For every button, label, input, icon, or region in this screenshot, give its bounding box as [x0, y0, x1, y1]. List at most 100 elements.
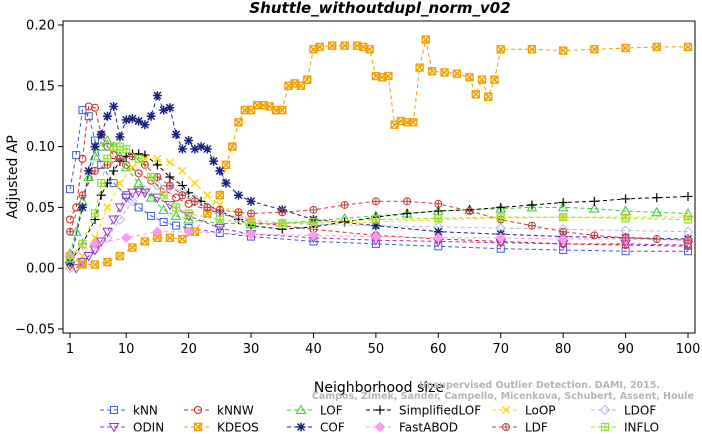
data-point [327, 41, 337, 50]
data-point [102, 135, 113, 145]
data-point [139, 188, 151, 199]
data-point [590, 231, 598, 239]
data-point [177, 181, 187, 191]
data-point [91, 167, 99, 175]
data-point [434, 200, 442, 208]
data-point [108, 423, 120, 433]
data-point [495, 232, 506, 244]
data-point [165, 172, 175, 182]
data-point [247, 209, 256, 218]
data-point [409, 118, 418, 127]
data-point [216, 206, 224, 214]
data-point [134, 116, 144, 126]
data-point [214, 224, 226, 234]
data-point [434, 199, 443, 208]
data-point [178, 234, 187, 244]
data-point [171, 129, 181, 139]
data-point [375, 405, 385, 415]
data-point [370, 231, 382, 242]
data-point [590, 45, 599, 54]
data-point [191, 197, 199, 205]
data-point [159, 105, 169, 115]
data-point [196, 142, 206, 152]
data-point [152, 226, 163, 237]
data-point [96, 190, 106, 200]
x-tick-label: 80 [555, 342, 572, 357]
data-point [621, 233, 630, 242]
x-tick-label: 10 [118, 342, 135, 357]
legend-label: FastABOD [399, 421, 458, 434]
data-point [170, 210, 182, 220]
data-point [178, 191, 186, 199]
data-point [115, 179, 124, 188]
legend-label: SimplifiedLOF [399, 404, 481, 418]
y-axis: −0.05 0.00 0.05 0.10 0.15 0.20 [15, 19, 63, 338]
legend-label: INFLO [624, 421, 659, 434]
data-point [600, 422, 610, 432]
data-point [127, 114, 137, 124]
data-point [309, 205, 318, 214]
data-point [203, 203, 211, 211]
data-point [133, 177, 145, 188]
y-tick-label: 0.05 [26, 201, 55, 216]
data-point [102, 111, 112, 121]
data-point [303, 75, 312, 84]
legend-label: KDEOS [217, 421, 259, 434]
data-point [103, 154, 112, 163]
data-point [166, 182, 174, 190]
data-point [372, 197, 380, 205]
data-point [66, 185, 74, 194]
data-point [127, 188, 138, 199]
data-point [83, 252, 95, 262]
x-tick-label: 40 [305, 342, 322, 357]
data-point [127, 196, 138, 207]
data-point [246, 219, 256, 228]
data-point [152, 160, 162, 170]
series-simplifiedlof [65, 149, 693, 267]
data-point [221, 178, 231, 188]
data-point [340, 41, 349, 50]
data-point [590, 231, 599, 240]
data-point [495, 203, 507, 213]
data-point [559, 228, 567, 236]
data-point [78, 191, 86, 199]
data-point [134, 203, 143, 212]
x-tick-label: 60 [430, 342, 447, 357]
data-point [559, 213, 568, 222]
legend-item: KDEOS [184, 421, 259, 434]
series-fastabod [64, 226, 694, 262]
data-point [134, 154, 143, 163]
data-point [145, 192, 157, 202]
data-point [147, 172, 156, 182]
data-point [128, 163, 137, 172]
data-point [65, 254, 75, 263]
data-point [77, 202, 87, 212]
data-point [402, 208, 412, 218]
data-point [110, 406, 118, 414]
x-tick-label: 1 [66, 342, 74, 357]
data-point [415, 63, 424, 72]
data-point [371, 221, 381, 231]
data-point [421, 35, 431, 44]
data-point [452, 69, 462, 78]
data-point [296, 422, 306, 432]
legend-label: kNNW [217, 404, 254, 418]
data-point [70, 226, 82, 236]
x-tick-label: 30 [243, 342, 260, 357]
data-point [278, 208, 286, 216]
legend-label: LOF [320, 404, 343, 418]
data-point [90, 103, 99, 112]
data-point [477, 75, 487, 84]
data-point [559, 245, 568, 254]
data-point [246, 196, 256, 206]
data-point [103, 203, 112, 212]
data-point [96, 129, 106, 139]
data-point [184, 209, 193, 218]
x-tick-label: 20 [180, 342, 197, 357]
data-point [115, 251, 125, 261]
data-point [471, 90, 480, 99]
data-point [234, 118, 243, 127]
data-point [527, 221, 536, 230]
data-point [184, 136, 194, 146]
data-point [278, 208, 287, 217]
